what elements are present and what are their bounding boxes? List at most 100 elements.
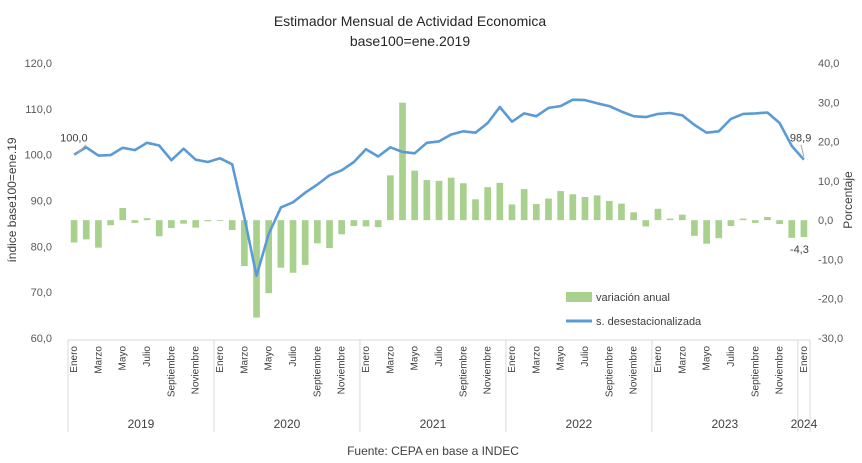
bar-variacion [739,218,747,221]
bar-variacion [545,198,552,221]
bar-variacion [703,220,710,244]
bar-variacion [362,220,370,227]
line-series [73,98,805,278]
bar-variacion [338,220,346,235]
x-month-label: Enero [653,346,664,373]
bar-variacion [496,182,504,221]
bar-variacion [326,220,333,249]
y-right-tick-label: 30,0 [818,97,839,109]
bar-variacion [95,220,102,248]
annotation-last-value: 98,9 [790,133,811,145]
x-month-label: Enero [215,346,226,373]
bar-variacion [301,220,309,265]
x-month-label: Julio [580,346,591,367]
x-year-label: 2020 [274,417,301,431]
bar-variacion [350,220,358,227]
bar-variacion [618,203,625,221]
x-month-label: Marzo [677,346,688,374]
bar-variacion [82,220,90,240]
x-month-label: Noviembre [629,346,640,395]
bar-variacion [277,220,285,268]
bar-variacion [520,189,528,221]
y-left-tick-label: 110,0 [25,104,52,116]
y-left-tick-label: 90,0 [31,196,52,208]
y-right-tick-label: 0,0 [818,215,833,227]
source-note: Fuente: CEPA en base a INDEC [347,444,519,458]
bar-variacion [107,220,114,226]
legend-line-label: s. desestacionalizada [596,316,702,328]
bar-variacion [423,180,431,221]
x-month-label: Noviembre [775,346,786,395]
bar-variacion [374,220,382,228]
x-month-label: Septiembre [312,346,323,398]
x-year-label: 2024 [791,417,818,431]
bar-variacion [642,220,650,227]
x-month-label: Mayo [702,346,713,371]
y-right-tick-label: 10,0 [818,176,839,188]
bar-variacion [691,220,698,236]
x-month-label: Enero [799,346,810,373]
chart-title: Estimador Mensual de Actividad Economica [274,13,547,29]
annotation-leader [77,144,87,154]
x-month-label: Noviembre [191,346,202,395]
bar-variacion [411,170,419,221]
y-axis-left-title: índice base100=ene.19 [5,137,19,262]
annotations: 100,0 98,9 -4,3 [60,133,811,256]
bar-variacion [289,220,297,273]
y-axis-right: 40,0 30,0 20,0 10,0 0,0 -10,0 -20,0 -30,0 [818,58,843,345]
y-left-tick-label: 70,0 [31,287,52,299]
x-month-label: Enero [507,346,518,373]
bar-variacion [593,195,601,221]
bar-variacion [764,217,771,221]
y-right-tick-label: -20,0 [818,294,843,306]
bar-variacion [751,220,759,223]
bar-variacion [265,220,273,294]
annotation-last-variation: -4,3 [790,244,809,256]
bar-variacion [715,220,723,239]
bar-variacion [800,220,808,238]
x-year-label: 2021 [420,417,447,431]
bar-variacion [155,220,163,237]
bar-variacion [204,220,212,222]
y-axis-right-title: Porcentaje [841,171,855,229]
x-year-label: 2019 [128,417,155,431]
x-month-label: Mayo [556,346,567,371]
x-month-label: Mayo [264,346,275,371]
x-month-label: Septiembre [166,346,177,398]
x-month-label: Septiembre [458,346,469,398]
x-month-label: Marzo [93,346,104,374]
bar-variacion [119,207,127,221]
x-month-label: Julio [434,346,445,367]
bar-variacion [508,204,516,221]
bar-variacion [180,220,187,224]
x-month-label: Noviembre [483,346,494,395]
y-left-tick-label: 100,0 [24,150,52,162]
bar-variacion [131,220,139,223]
bar-variacion [484,187,492,221]
bar-variacion [605,200,613,221]
y-axis-left: 120,0 110,0 100,0 90,0 80,0 70,0 60,0 [24,58,52,345]
x-month-label: Julio [288,346,299,367]
y-right-tick-label: 20,0 [818,137,839,149]
bar-variacion [788,220,796,238]
chart-subtitle: base100=ene.2019 [350,33,470,49]
line-desestacionalizada [73,98,805,278]
x-month-label: Mayo [410,346,421,371]
y-left-tick-label: 120,0 [24,58,52,70]
x-month-label: Julio [142,346,153,367]
bar-variacion [459,183,467,221]
x-month-label: Marzo [385,346,396,374]
bar-variacion [447,177,455,221]
bar-variacion [241,220,248,267]
bar-variacion [386,175,394,221]
bar-variacion [557,191,564,221]
bar-variacion [666,218,674,221]
x-month-label: Septiembre [604,346,615,398]
bar-variacion [70,220,78,243]
bar-variacion [192,220,200,228]
bar-variacion [399,102,406,221]
bar-variacion [776,220,783,225]
x-month-label: Julio [726,346,737,367]
x-month-label: Septiembre [750,346,761,398]
